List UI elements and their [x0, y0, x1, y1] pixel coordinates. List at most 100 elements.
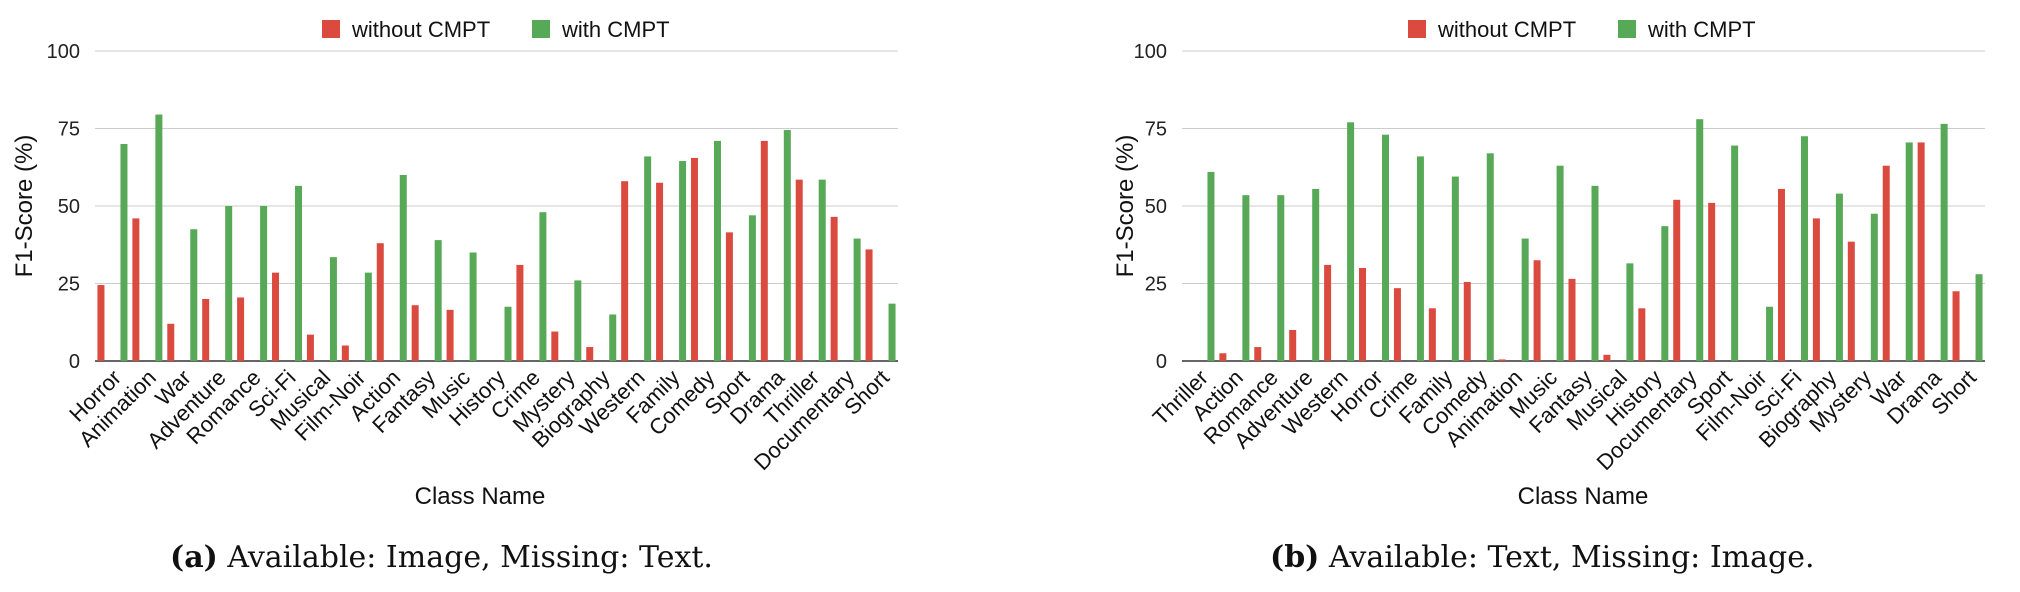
y-axis-label: F1-Score (%) [11, 135, 38, 278]
bar-without-romance [237, 297, 245, 361]
bar-without-musical [1603, 354, 1611, 361]
x-axis-label: Class Name [415, 483, 546, 510]
bar-without-comedy [690, 157, 698, 361]
y-tick-label: 0 [1156, 351, 1167, 373]
bar-with-mystery [1870, 213, 1878, 361]
bar-with-animation [1521, 238, 1529, 361]
caption-a-label: (a) [170, 540, 218, 575]
caption-b-text: Available: Text, Missing: Image. [1328, 540, 1815, 575]
legend-swatch-with [1618, 20, 1636, 38]
bar-with-horror [120, 144, 128, 361]
bar-with-action [1242, 195, 1250, 361]
bar-without-action [1219, 353, 1227, 361]
bar-with-documentary [1696, 119, 1704, 361]
bar-without-adventure [1289, 330, 1297, 361]
y-tick-label: 100 [47, 41, 80, 63]
bar-without-sport [1708, 202, 1716, 361]
bar-with-documentary [853, 238, 861, 361]
bar-with-comedy [1486, 153, 1494, 361]
bar-without-film-noir [341, 345, 349, 361]
bar-with-crime [1416, 156, 1424, 361]
bar-without-war [167, 323, 175, 361]
caption-b: (b) Available: Text, Missing: Image. [1270, 540, 1815, 575]
bar-with-action [399, 175, 407, 361]
bar-with-history [1661, 226, 1669, 361]
y-axis-label: F1-Score (%) [1112, 135, 1139, 278]
bar-with-comedy [713, 140, 721, 361]
bar-without-horror [1359, 268, 1367, 361]
bar-with-music [1556, 165, 1564, 361]
bar-with-sci-fi [1800, 136, 1808, 361]
bar-with-crime [539, 212, 547, 361]
bar-without-fantasy [411, 305, 419, 361]
bar-with-film-noir [1766, 306, 1774, 361]
bar-without-music [446, 309, 454, 361]
legend-label-with: with CMPT [1647, 17, 1756, 42]
bar-with-western [644, 156, 652, 361]
bar-without-short [1952, 291, 1960, 361]
legend-swatch-without [322, 20, 340, 38]
bar-with-family [1451, 176, 1459, 361]
bar-with-war [1905, 142, 1913, 361]
bar-with-romance [1277, 195, 1285, 361]
y-tick-label: 25 [58, 274, 80, 296]
caption-b-label: (b) [1270, 540, 1320, 575]
bar-with-film-noir [364, 272, 372, 361]
caption-a: (a) Available: Image, Missing: Text. [170, 540, 713, 575]
bar-with-war [190, 229, 198, 361]
bar-with-romance [260, 206, 268, 361]
legend-swatch-without [1408, 20, 1426, 38]
y-tick-label: 25 [1145, 274, 1167, 296]
bar-without-documentary [1673, 199, 1681, 361]
bar-with-western [1347, 122, 1355, 361]
bar-without-history [1638, 308, 1646, 361]
bar-without-western [621, 181, 629, 361]
bar-without-music [1533, 260, 1541, 361]
bar-without-family [1428, 308, 1436, 361]
bar-without-crime [1393, 288, 1401, 361]
bar-with-mystery [574, 280, 582, 361]
bar-without-family [656, 182, 664, 361]
bar-with-sci-fi [295, 185, 303, 361]
bar-with-adventure [225, 206, 233, 361]
legend-label-without: without CMPT [1437, 17, 1576, 42]
bar-with-biography [1835, 193, 1843, 361]
bar-without-sci-fi [272, 272, 280, 361]
bar-with-drama [1940, 123, 1948, 361]
bar-without-war [1882, 165, 1890, 361]
chart-a: 0 25 50 75 100 F1-Score (%) Class Name without … [11, 17, 898, 510]
bar-with-adventure [1312, 188, 1320, 361]
caption-a-text: Available: Image, Missing: Text. [227, 540, 713, 575]
bar-without-action [376, 243, 384, 361]
x-axis-label: Class Name [1518, 483, 1649, 510]
bar-with-music [469, 252, 477, 361]
bar-without-sci-fi [1777, 188, 1785, 361]
bar-without-musical [306, 334, 314, 361]
bar-with-biography [609, 314, 617, 361]
bar-with-drama [783, 130, 791, 361]
bar-without-fantasy [1568, 278, 1576, 361]
bar-with-short [888, 303, 896, 361]
bar-without-short [865, 249, 873, 361]
bar-with-family [679, 161, 687, 361]
legend-swatch-with [532, 20, 550, 38]
legend: without CMPT with CMPT [1408, 17, 1756, 42]
bar-with-thriller [818, 179, 826, 361]
bar-with-sport [748, 215, 756, 361]
y-tick-label: 100 [1134, 41, 1167, 63]
y-tick-label: 50 [58, 196, 80, 218]
bar-without-mystery [551, 331, 559, 361]
bar-without-romance [1254, 347, 1262, 361]
bar-with-animation [155, 114, 163, 361]
y-tick-label: 75 [58, 119, 80, 141]
legend-label-with: with CMPT [561, 17, 670, 42]
bar-with-musical [329, 257, 337, 361]
bar-without-horror [97, 285, 105, 361]
bar-with-musical [1626, 263, 1634, 361]
bar-without-drama [760, 140, 768, 361]
bar-without-biography [586, 347, 594, 361]
bar-with-thriller [1207, 171, 1215, 361]
bar-without-biography [1812, 218, 1820, 361]
legend-label-without: without CMPT [351, 17, 490, 42]
